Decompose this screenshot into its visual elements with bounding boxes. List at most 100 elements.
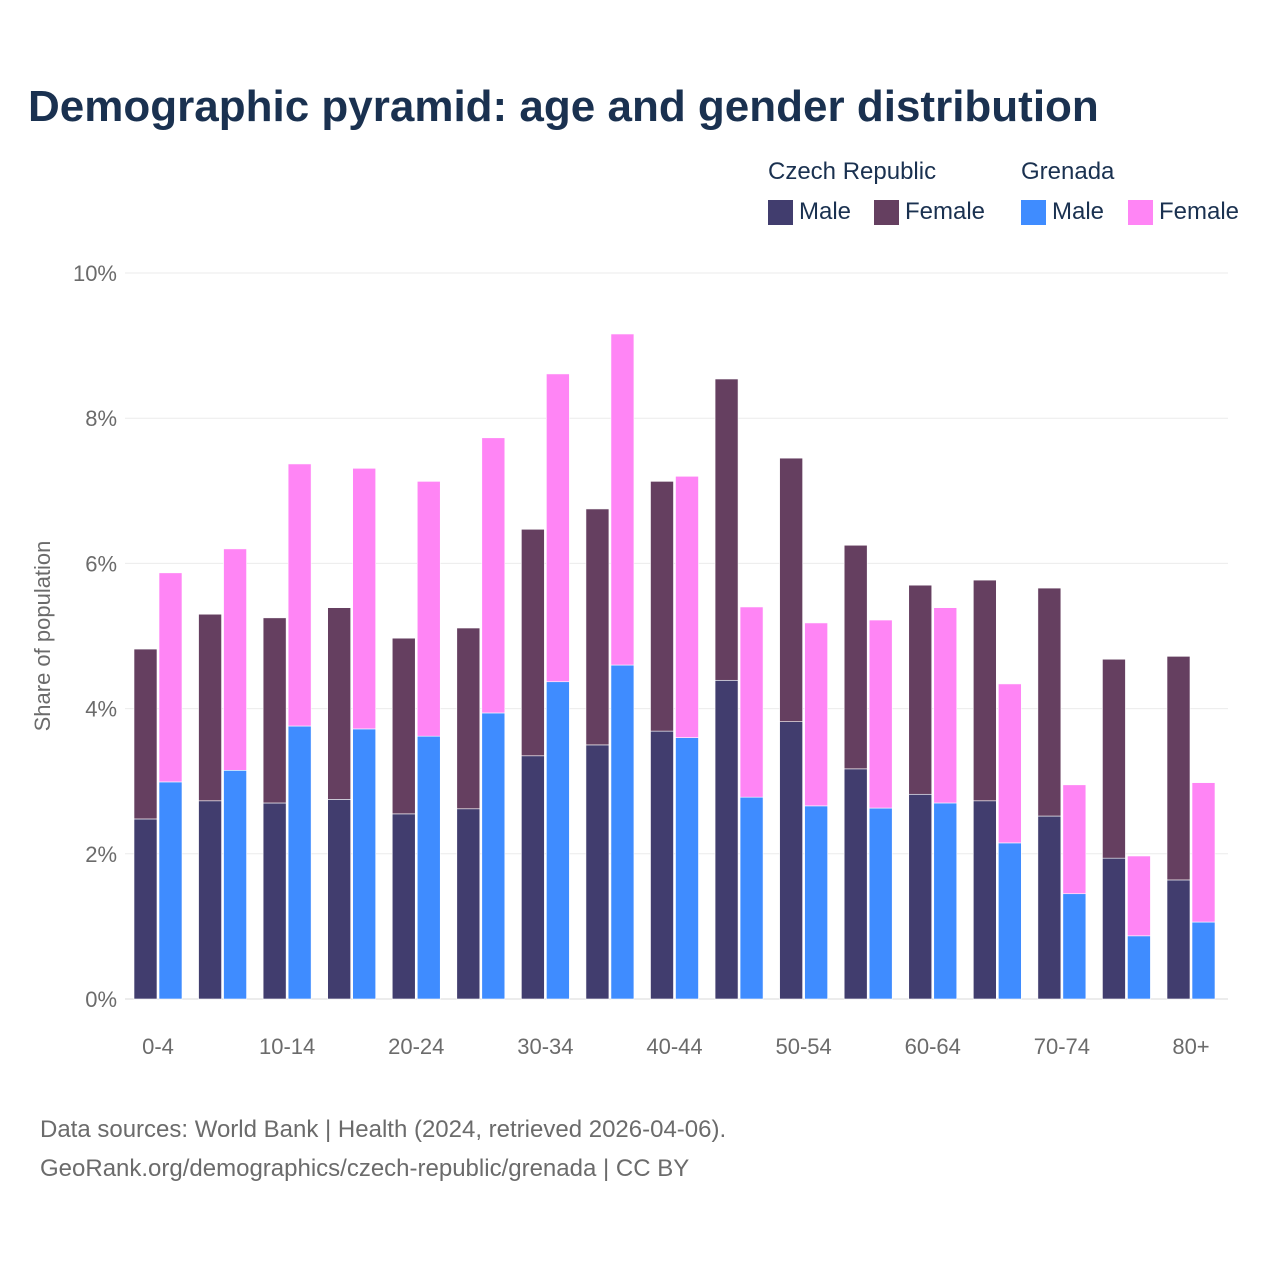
bar-czech-republic-female-35-39: [585, 508, 610, 746]
x-tick-label: 40-44: [646, 1034, 702, 1059]
bar-grenada-female-65-69: [998, 683, 1022, 844]
bar-grenada-male-30-34: [546, 681, 570, 1000]
bar-grenada-male-60-64: [933, 802, 958, 1000]
legend-label: Male: [1052, 198, 1105, 225]
bar-grenada-male-50-54: [804, 805, 828, 1000]
legend-swatch: [1021, 199, 1046, 225]
bar-czech-republic-female-80+: [1166, 656, 1191, 881]
x-tick-label: 70-74: [1034, 1034, 1090, 1059]
bar-grenada-female-55-59: [868, 619, 893, 809]
bar-czech-republic-male-40-44: [650, 730, 674, 1000]
bar-czech-republic-male-50-54: [779, 721, 803, 1000]
y-tick-label: 8%: [85, 406, 117, 431]
bar-grenada-female-10-14: [287, 463, 312, 727]
y-tick-label: 10%: [73, 261, 117, 286]
legend-group-grenada: Grenada: [1021, 158, 1115, 185]
bar-grenada-male-70-74: [1062, 893, 1087, 1000]
legend-label: Female: [905, 198, 986, 225]
bar-czech-republic-female-20-24: [391, 637, 416, 815]
bar-czech-republic-female-45-49: [714, 378, 739, 681]
bar-czech-republic-male-0-4: [133, 818, 158, 1000]
legend-item-czech-female[interactable]: Female: [874, 198, 985, 226]
x-tick-label: 60-64: [905, 1034, 961, 1059]
bar-czech-republic-male-15-19: [327, 799, 351, 1000]
bar-grenada-male-5-9: [223, 770, 247, 1000]
bar-czech-republic-female-65-69: [973, 579, 997, 802]
x-tick-label: 10-14: [259, 1034, 315, 1059]
bar-grenada-male-0-4: [158, 781, 183, 1000]
bar-czech-republic-male-10-14: [262, 802, 287, 1000]
bar-czech-republic-male-70-74: [1037, 815, 1062, 1000]
x-tick-label: 20-24: [388, 1034, 444, 1059]
legend-swatch: [768, 199, 793, 225]
bar-grenada-female-20-24: [416, 481, 441, 737]
legend-swatch: [1128, 199, 1153, 225]
bar-grenada-male-65-69: [998, 842, 1022, 1000]
bar-czech-republic-male-65-69: [973, 800, 997, 1000]
legend-label: Male: [799, 198, 852, 225]
bar-grenada-female-35-39: [610, 333, 635, 666]
x-tick-label: 30-34: [517, 1034, 573, 1059]
bar-czech-republic-female-0-4: [133, 648, 158, 820]
bar-grenada-female-75-79: [1127, 855, 1151, 937]
legend-swatch: [874, 199, 899, 225]
bar-grenada-female-0-4: [158, 572, 183, 783]
bar-grenada-female-30-34: [546, 373, 570, 683]
bar-grenada-male-80+: [1191, 921, 1216, 1000]
bar-czech-republic-male-35-39: [585, 744, 610, 1000]
bar-czech-republic-female-30-34: [521, 528, 545, 757]
legend-item-czech-male[interactable]: Male: [768, 198, 851, 226]
bar-czech-republic-female-70-74: [1037, 587, 1062, 817]
bar-grenada-female-15-19: [352, 467, 376, 730]
bar-czech-republic-female-10-14: [262, 617, 287, 804]
bar-grenada-female-40-44: [675, 475, 699, 738]
legend-item-grenada-male[interactable]: Male: [1021, 198, 1104, 226]
bar-czech-republic-male-45-49: [714, 679, 739, 1000]
x-tick-label: 0-4: [142, 1034, 174, 1059]
footer-source: Data sources: World Bank | Health (2024,…: [40, 1116, 727, 1143]
bar-czech-republic-male-25-29: [456, 808, 481, 1000]
bar-czech-republic-male-55-59: [843, 768, 868, 1000]
x-tick-label: 80+: [1172, 1034, 1209, 1059]
footer-link[interactable]: GeoRank.org/demographics/czech-republic/…: [40, 1155, 690, 1182]
bar-grenada-male-55-59: [868, 807, 893, 1000]
y-tick-label: 0%: [85, 987, 117, 1012]
bar-grenada-female-5-9: [223, 548, 247, 771]
legend-item-grenada-female[interactable]: Female: [1128, 198, 1239, 226]
bar-czech-republic-male-20-24: [391, 813, 416, 1000]
bar-grenada-male-35-39: [610, 664, 635, 1000]
y-tick-label: 2%: [85, 842, 117, 867]
bar-grenada-female-70-74: [1062, 784, 1087, 895]
bar-grenada-female-80+: [1191, 782, 1216, 923]
bar-grenada-female-45-49: [739, 606, 764, 798]
bar-grenada-female-50-54: [804, 622, 828, 807]
bar-grenada-male-25-29: [481, 712, 506, 1000]
bar-czech-republic-female-25-29: [456, 627, 481, 810]
bar-czech-republic-female-75-79: [1102, 658, 1126, 859]
bar-grenada-female-25-29: [481, 437, 506, 714]
bar-czech-republic-male-60-64: [908, 793, 933, 1000]
bar-czech-republic-female-55-59: [843, 544, 868, 770]
bar-grenada-male-20-24: [416, 735, 441, 1000]
bar-czech-republic-male-30-34: [521, 755, 545, 1000]
bar-grenada-male-10-14: [287, 725, 312, 1000]
bar-czech-republic-female-50-54: [779, 457, 803, 722]
y-tick-label: 4%: [85, 697, 117, 722]
bar-grenada-male-40-44: [675, 737, 699, 1000]
bar-czech-republic-female-5-9: [198, 613, 222, 802]
y-axis-label: Share of population: [30, 541, 55, 732]
bar-czech-republic-female-15-19: [327, 607, 351, 800]
y-tick-label: 6%: [85, 551, 117, 576]
bar-czech-republic-female-60-64: [908, 584, 933, 795]
legend-group-czech-republic: Czech Republic: [768, 158, 937, 185]
bar-czech-republic-male-75-79: [1102, 857, 1126, 1000]
bar-czech-republic-female-40-44: [650, 481, 674, 732]
bar-grenada-male-45-49: [739, 796, 764, 1000]
bar-grenada-male-75-79: [1127, 935, 1151, 1000]
bar-czech-republic-male-5-9: [198, 800, 222, 1000]
chart-title: Demographic pyramid: age and gender dist…: [28, 82, 1099, 131]
legend-label: Female: [1159, 198, 1240, 225]
bar-czech-republic-male-80+: [1166, 879, 1191, 1000]
bar-grenada-male-15-19: [352, 728, 376, 1000]
